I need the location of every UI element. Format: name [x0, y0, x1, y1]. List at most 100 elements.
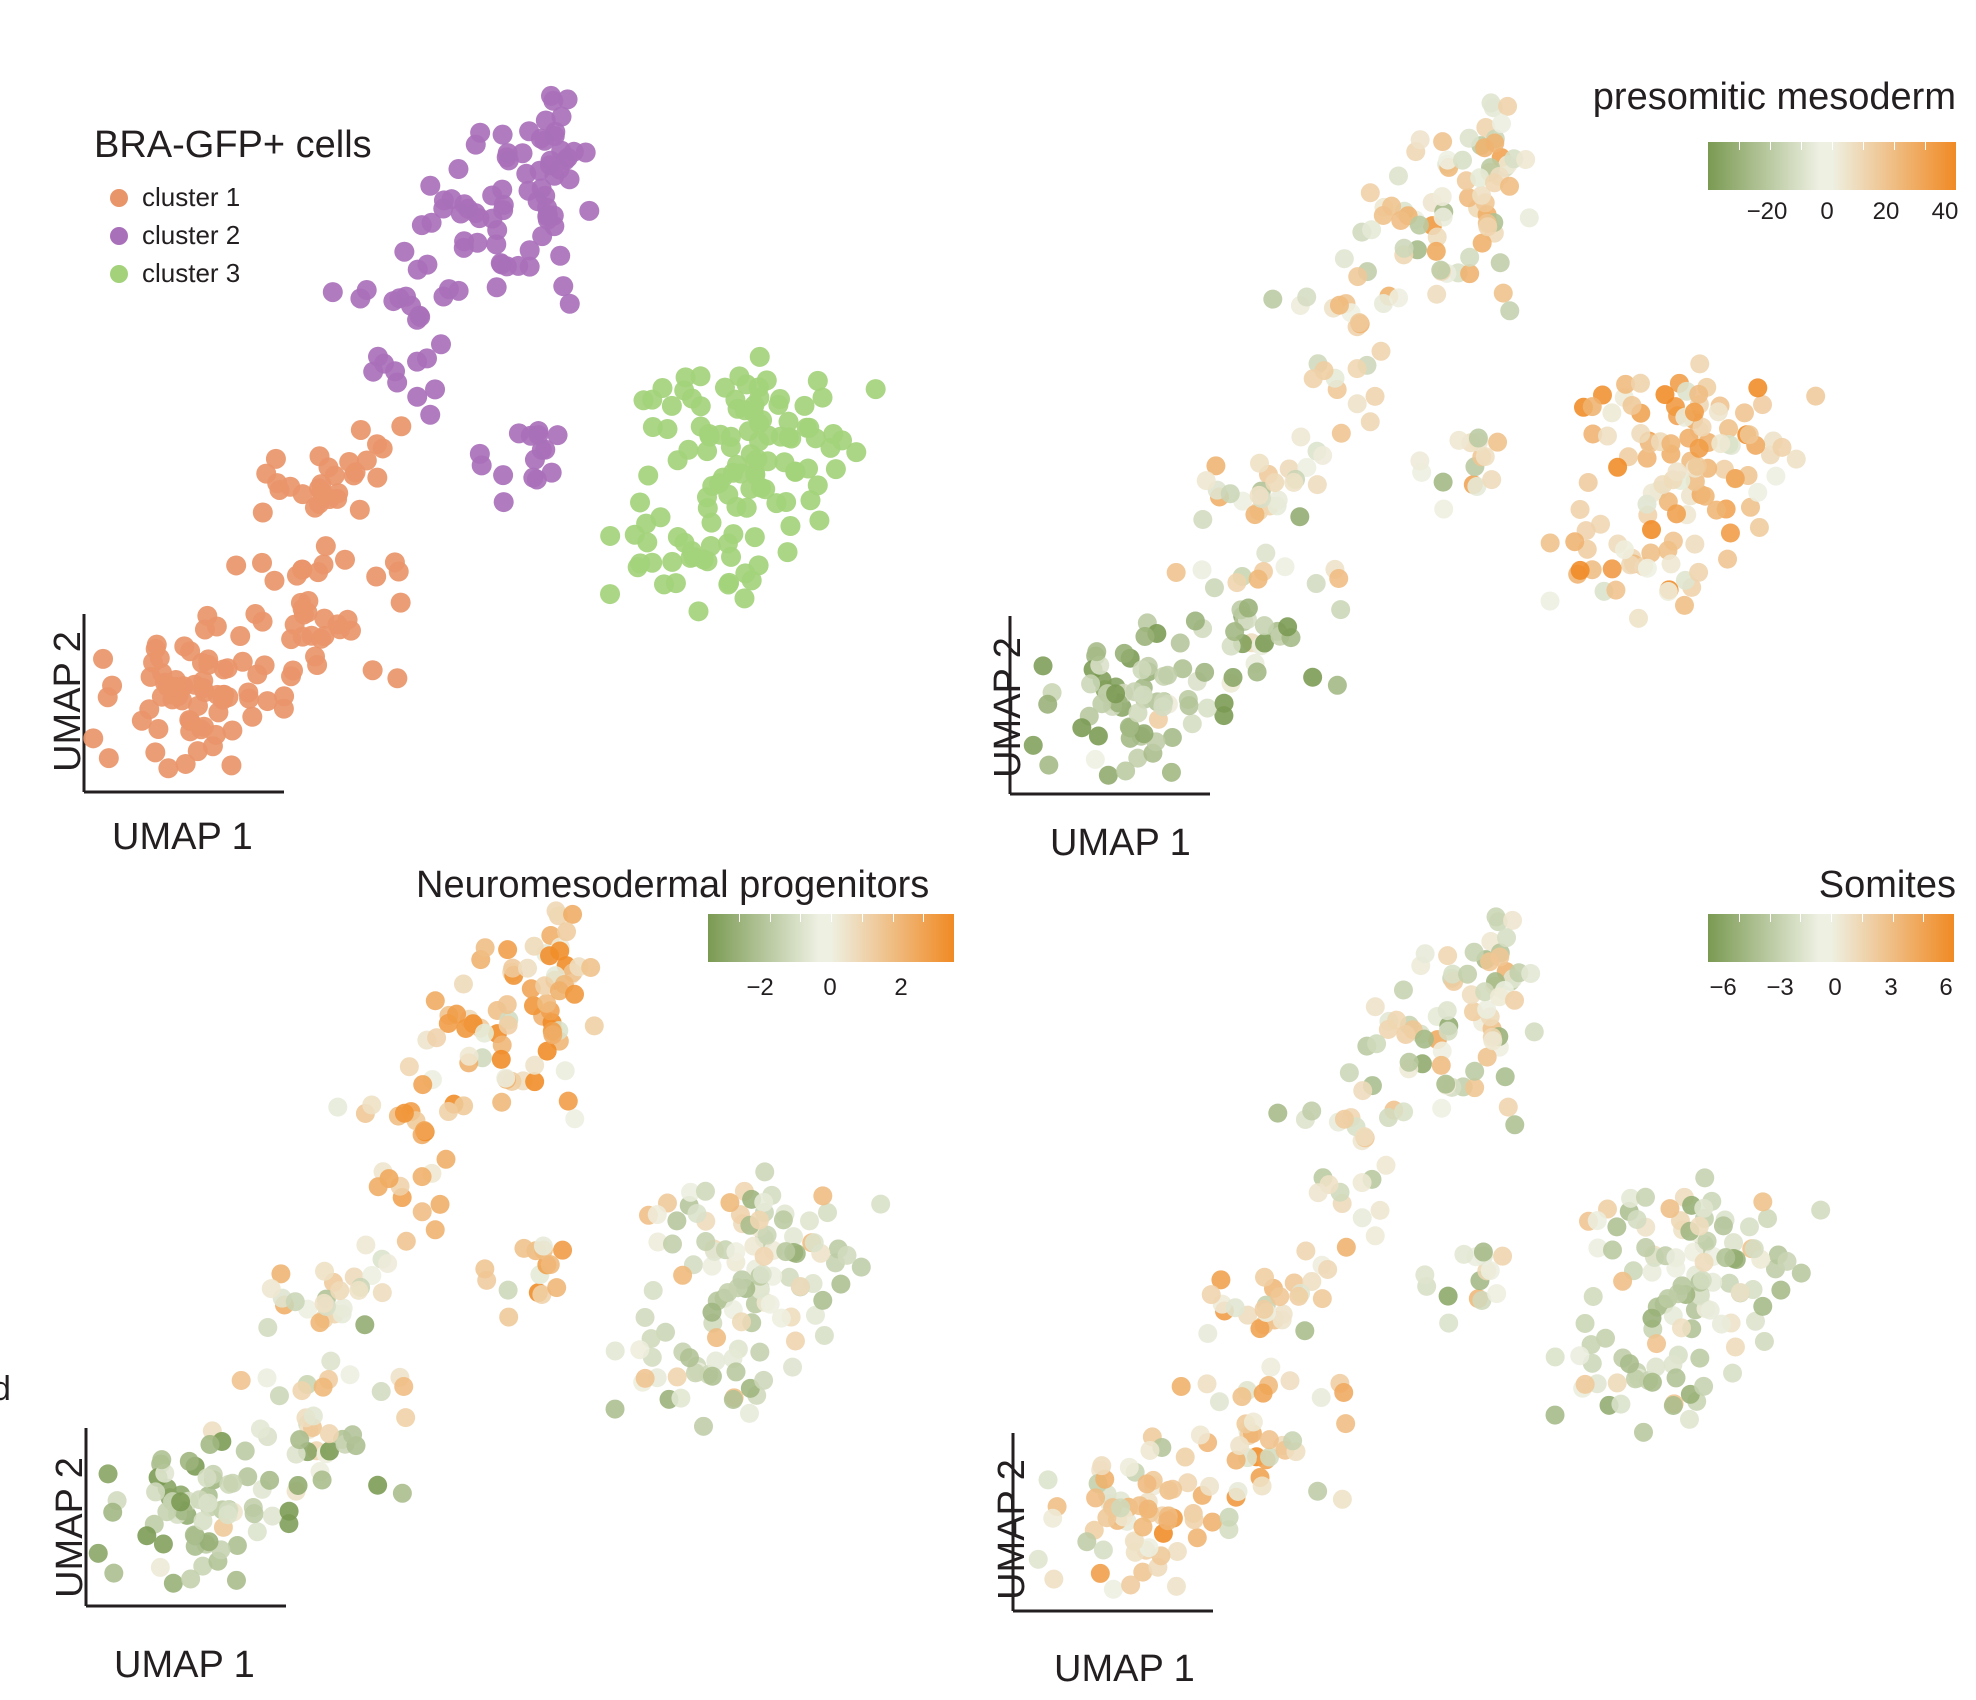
data-point	[1608, 457, 1628, 477]
data-point	[1128, 748, 1148, 768]
data-point	[1414, 1029, 1434, 1049]
data-point	[1434, 499, 1454, 519]
data-point	[1630, 373, 1650, 393]
data-point	[285, 1292, 305, 1312]
data-point	[1043, 1508, 1063, 1528]
legend-label-cluster-3: cluster 3	[142, 258, 241, 288]
data-point	[549, 981, 569, 1001]
data-point-cluster-3	[825, 459, 846, 480]
data-point-cluster-3	[718, 574, 739, 595]
data-point	[749, 1210, 769, 1230]
data-point	[1119, 717, 1139, 737]
data-point	[1167, 1541, 1187, 1561]
data-point	[1628, 608, 1648, 628]
data-point	[1196, 471, 1216, 491]
data-point	[1195, 662, 1215, 682]
data-point	[261, 1279, 281, 1299]
data-point	[1132, 660, 1152, 680]
data-point	[1211, 1270, 1231, 1290]
data-point	[1694, 1252, 1714, 1272]
colorbar-tick-mark	[1831, 914, 1832, 922]
data-point	[1391, 210, 1411, 230]
data-point	[330, 1281, 350, 1301]
data-point	[1486, 907, 1506, 927]
data-point	[1583, 1286, 1603, 1306]
data-point	[425, 991, 445, 1011]
data-point	[1038, 1470, 1058, 1490]
data-point	[1674, 595, 1694, 615]
colorbar-tick-label: 6	[1939, 974, 1953, 1001]
data-point-cluster-1	[284, 614, 305, 635]
data-point	[671, 1388, 691, 1408]
data-point	[647, 1205, 667, 1225]
data-point	[343, 1425, 363, 1445]
data-point	[1427, 227, 1447, 247]
colorbar-tick-mark	[1863, 142, 1864, 150]
data-point	[757, 1225, 777, 1245]
data-point	[1206, 456, 1226, 476]
data-point-cluster-1	[274, 686, 295, 707]
data-point	[1313, 445, 1333, 465]
data-point	[739, 1403, 759, 1423]
data-point	[1088, 726, 1108, 746]
data-point-cluster-3	[642, 417, 663, 438]
data-point	[1545, 1405, 1565, 1425]
data-point	[1739, 425, 1759, 445]
data-point-cluster-3	[720, 426, 741, 447]
data-point	[687, 1204, 707, 1224]
data-point	[776, 1242, 796, 1262]
data-point	[1365, 386, 1385, 406]
data-point	[1588, 1238, 1608, 1258]
data-point	[813, 1186, 833, 1206]
data-point-cluster-3	[799, 417, 820, 438]
data-point-cluster-2	[493, 465, 514, 486]
data-point	[1190, 1425, 1210, 1445]
data-point	[1482, 470, 1502, 490]
data-point	[1433, 472, 1453, 492]
data-point	[1739, 1217, 1759, 1237]
colorbar-tick-mark	[738, 914, 740, 922]
data-point	[1470, 168, 1490, 188]
data-point	[1248, 569, 1268, 589]
data-point-cluster-1	[226, 555, 247, 576]
data-point	[1740, 497, 1760, 517]
data-point-cluster-2	[407, 259, 428, 280]
data-point	[537, 993, 557, 1013]
data-point	[257, 1368, 277, 1388]
data-point	[831, 1274, 851, 1294]
data-point-cluster-1	[239, 688, 260, 709]
data-point	[372, 1283, 392, 1303]
data-point-cluster-3	[748, 377, 769, 398]
data-point-cluster-1	[309, 478, 330, 499]
data-point	[1249, 485, 1269, 505]
data-point-cluster-1	[388, 561, 409, 582]
data-point	[163, 1573, 183, 1593]
data-point	[1473, 1242, 1493, 1262]
data-point-cluster-1	[131, 710, 152, 731]
colorbar-tick-label: 20	[1872, 198, 1900, 225]
data-point-cluster-3	[785, 461, 806, 482]
data-point	[1354, 1127, 1374, 1147]
data-point	[707, 1328, 727, 1348]
data-point	[315, 1261, 335, 1281]
data-point	[88, 1543, 108, 1563]
data-point	[250, 1419, 270, 1439]
data-point	[726, 1242, 746, 1262]
data-point-cluster-2	[551, 106, 572, 127]
data-point	[1460, 247, 1480, 267]
data-point-cluster-1	[307, 654, 328, 675]
data-point	[1370, 1200, 1390, 1220]
legend-label-cluster-1: cluster 1	[142, 182, 241, 212]
data-point	[1334, 249, 1354, 269]
data-point	[1140, 1440, 1160, 1460]
data-point-cluster-2	[519, 256, 540, 277]
data-point-cluster-3	[600, 525, 621, 546]
data-point	[1725, 468, 1745, 488]
data-point	[1360, 412, 1380, 432]
data-point	[1275, 557, 1295, 577]
data-point	[238, 1467, 258, 1487]
data-point	[1716, 1248, 1736, 1268]
data-point-cluster-1	[98, 748, 119, 769]
data-point	[1519, 208, 1539, 228]
data-point	[720, 1193, 740, 1213]
